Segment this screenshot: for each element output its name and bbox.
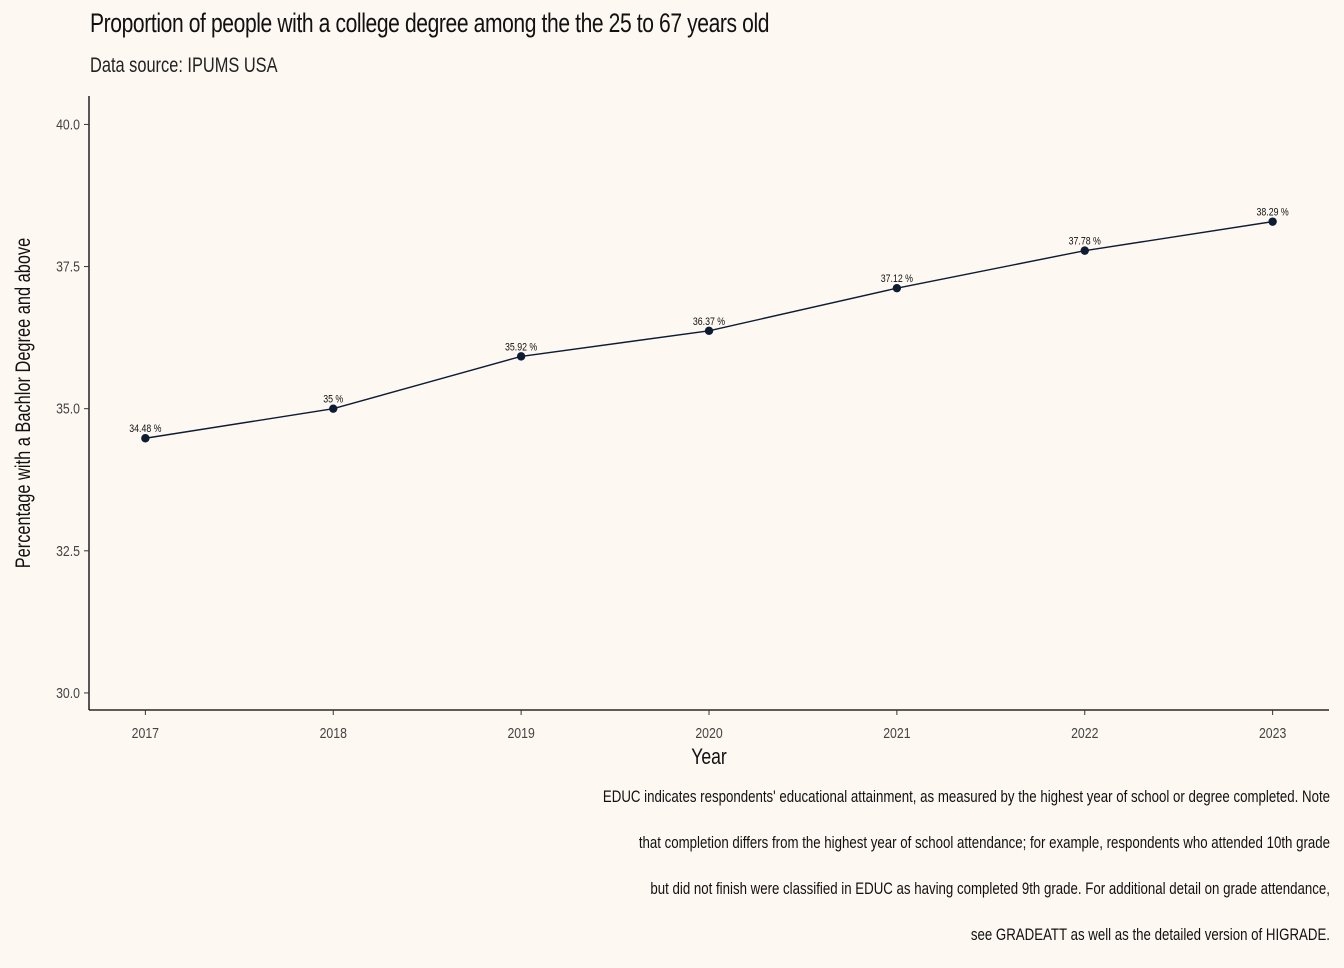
chart-caption: EDUC indicates respondents' educational … [290,784,1330,968]
data-point [329,404,338,413]
x-tick-label: 2022 [1071,725,1098,741]
y-tick-label: 37.5 [56,258,80,274]
chart-subtitle: Data source: IPUMS USA [90,54,278,77]
y-tick-label: 30.0 [56,685,80,701]
data-label: 36.37 % [693,316,725,328]
x-axis-label: Year [691,744,727,769]
data-label: 35 % [323,394,343,406]
x-tick-label: 2020 [695,725,723,741]
data-label: 34.48 % [129,423,161,435]
caption-line-4: see GRADEATT as well as the detailed ver… [970,925,1330,944]
data-point [1268,217,1277,226]
caption-line-2: that completion differs from the highest… [638,833,1330,852]
y-tick-label: 32.5 [56,543,80,559]
data-label: 37.78 % [1069,236,1101,248]
x-tick-label: 2017 [132,725,159,741]
caption-line-1: EDUC indicates respondents' educational … [602,787,1330,806]
data-point [1080,246,1089,255]
y-tick-label: 35.0 [56,401,80,417]
data-point [141,434,150,443]
data-point [516,352,526,361]
data-label: 37.12 % [881,273,913,285]
x-tick-label: 2019 [507,725,534,741]
caption-line-3: but did not finish were classified in ED… [650,879,1330,898]
y-tick-label: 40.0 [56,116,80,132]
data-point [892,283,902,293]
chart-title: Proportion of people with a college degr… [90,8,770,38]
data-label: 38.29 % [1256,207,1288,219]
x-tick-label: 2021 [883,725,910,741]
x-tick-label: 2023 [1259,725,1287,741]
data-point [704,326,714,335]
x-tick-label: 2018 [320,725,348,741]
data-label: 35.92 % [505,342,537,354]
